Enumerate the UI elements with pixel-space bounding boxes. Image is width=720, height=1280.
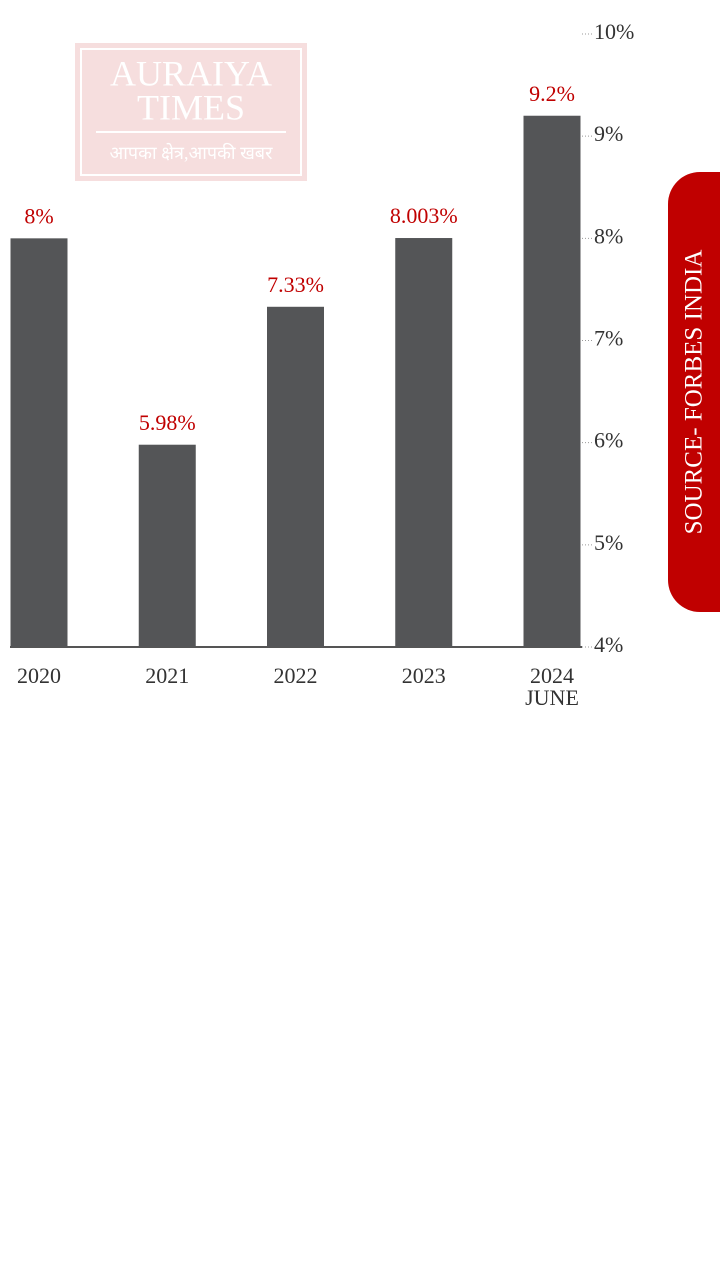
value-label: 9.2% <box>529 81 575 106</box>
y-tick-label: 6% <box>594 428 623 453</box>
source-tab <box>668 172 720 612</box>
x-tick-label: 2024 JUNE <box>525 663 579 710</box>
bar <box>523 115 581 647</box>
y-tick-label: 5% <box>594 530 623 555</box>
value-label: 7.33% <box>267 272 324 297</box>
value-label: 8% <box>24 203 53 228</box>
bar <box>10 238 68 648</box>
source-label: SOURCE- FORBES INDIA <box>681 250 708 535</box>
bar <box>267 306 324 647</box>
y-tick-label: 10% <box>594 19 634 44</box>
x-tick-label: 2021 <box>145 663 190 688</box>
x-tick-label: 2022 <box>273 663 318 688</box>
y-tick-label: 4% <box>594 632 623 657</box>
bar <box>395 238 453 647</box>
y-tick-label: 8% <box>594 223 623 248</box>
watermark-box <box>75 43 307 181</box>
watermark-border <box>80 48 302 176</box>
y-tick-label: 7% <box>594 326 623 351</box>
bar <box>138 444 196 647</box>
watermark-title: AURAIYA <box>110 53 272 93</box>
value-label: 8.003% <box>390 203 458 228</box>
x-tick-label: 2020 <box>17 663 61 688</box>
y-tick-label: 9% <box>594 121 623 146</box>
watermark-title: TIMES <box>137 87 245 127</box>
watermark: AURAIYA TIMES आपका क्षेत्र,आपकी खबर <box>75 43 307 181</box>
value-label: 5.98% <box>139 410 196 435</box>
x-tick-label: 2023 <box>401 663 446 688</box>
watermark-tagline: आपका क्षेत्र,आपकी खबर <box>110 142 274 163</box>
